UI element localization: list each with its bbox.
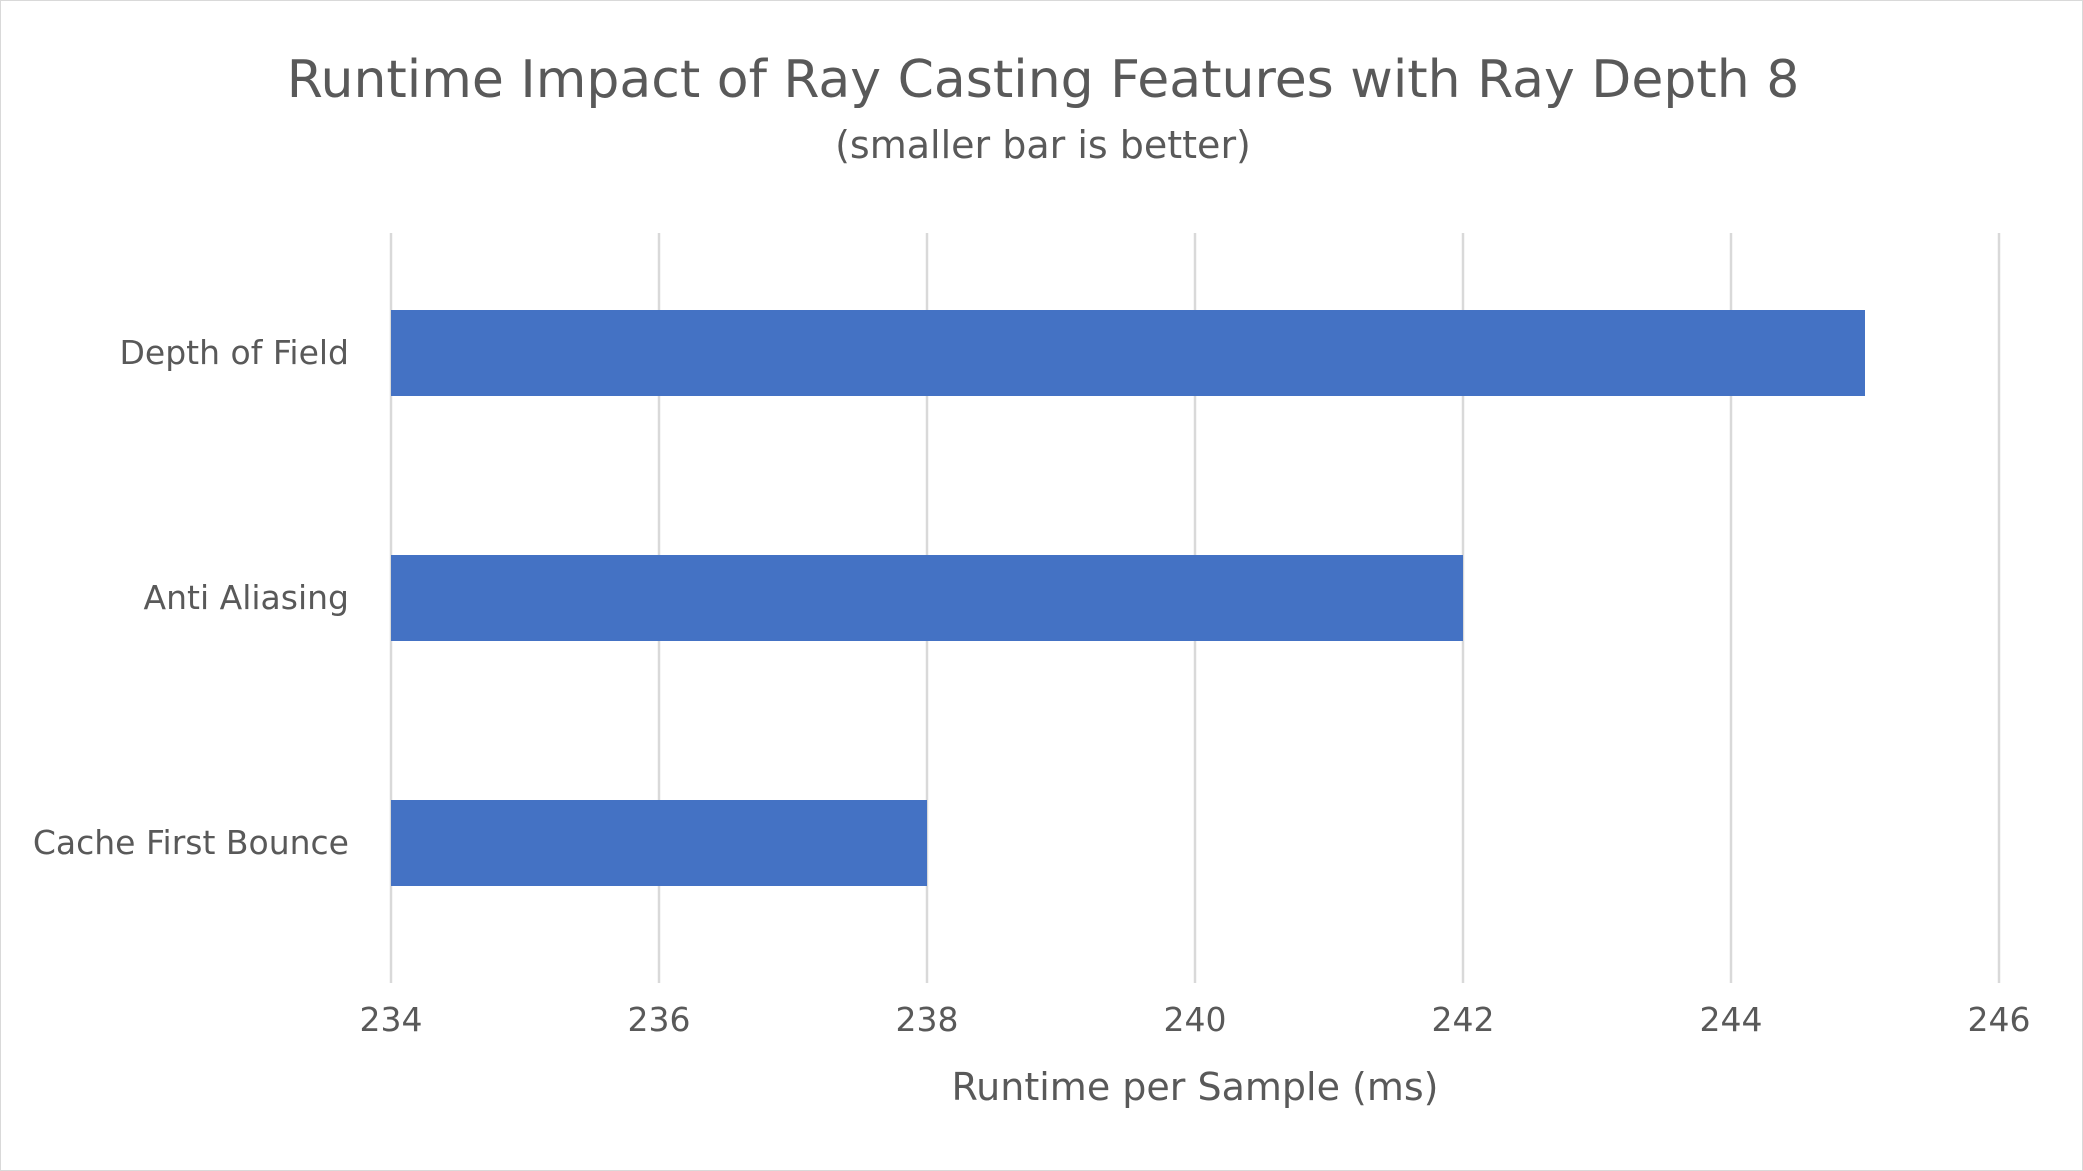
x-axis-title: Runtime per Sample (ms) [951,1065,1438,1109]
x-tick-label: 238 [896,1000,959,1039]
bars [391,310,1865,886]
x-tick-label: 236 [628,1000,691,1039]
category-labels: Depth of Field Anti Aliasing Cache First B… [33,333,349,862]
chart-title: Runtime Impact of Ray Casting Features w… [287,50,1800,110]
x-tick-label: 244 [1700,1000,1763,1039]
x-tick-label: 246 [1968,1000,2031,1039]
x-axis-tick-labels: 234 236 238 240 242 244 246 [360,1000,2031,1039]
bar [391,555,1463,641]
x-tick-label: 240 [1164,1000,1227,1039]
x-tick-label: 242 [1432,1000,1495,1039]
x-tick-label: 234 [360,1000,423,1039]
chart-subtitle: (smaller bar is better) [835,123,1251,167]
category-label: Anti Aliasing [144,578,349,617]
category-label: Cache First Bounce [33,823,349,862]
category-label: Depth of Field [120,333,349,372]
bar [391,310,1865,396]
bar [391,800,927,886]
